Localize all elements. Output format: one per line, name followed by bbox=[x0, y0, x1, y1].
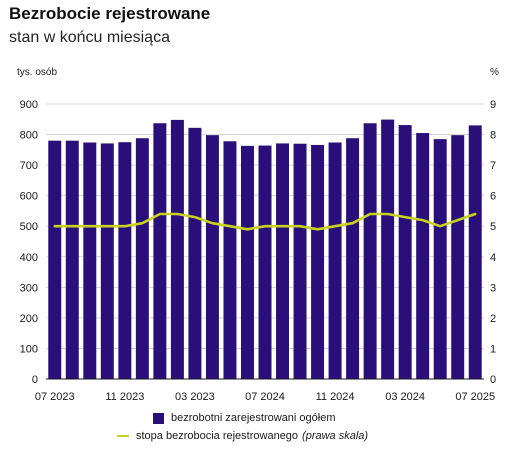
legend-item-line: stopa bezrobocia rejestrowanego (prawa s… bbox=[117, 430, 368, 442]
bar bbox=[223, 141, 237, 379]
y-tick-label-right: 9 bbox=[490, 99, 496, 111]
y-tick-label-left: 500 bbox=[20, 221, 38, 233]
legend-label-line: stopa bezrobocia rejestrowanego bbox=[136, 430, 299, 442]
chart-subtitle: stan w końcu miesiąca bbox=[9, 29, 170, 46]
x-tick-label: 03 2024 bbox=[385, 391, 425, 403]
y-tick-label-right: 5 bbox=[490, 221, 496, 233]
bar bbox=[468, 125, 482, 379]
right-axis-unit: % bbox=[490, 67, 499, 78]
y-tick-label-right: 7 bbox=[490, 160, 496, 172]
y-tick-label-left: 700 bbox=[20, 160, 38, 172]
bar bbox=[346, 138, 360, 379]
bar bbox=[170, 119, 184, 379]
y-tick-label-right: 3 bbox=[490, 282, 496, 294]
bar bbox=[398, 125, 412, 379]
chart-canvas: 0 100 200 300 400 500 600 700 800 900 0 1 2 3 4 5 6 7 8 9 ty… bbox=[17, 67, 499, 403]
x-tick-label: 07 2024 bbox=[245, 391, 285, 403]
y-tick-label-right: 0 bbox=[490, 374, 496, 386]
y-tick-label-right: 8 bbox=[490, 130, 496, 142]
legend-label-bars: bezrobotni zarejestrowani ogółem bbox=[171, 412, 336, 424]
bar bbox=[328, 142, 342, 379]
bar bbox=[118, 142, 132, 379]
y-tick-label-left: 200 bbox=[20, 313, 38, 325]
y-tick-label-left: 300 bbox=[20, 282, 38, 294]
y-tick-label-left: 0 bbox=[32, 374, 38, 386]
left-axis-unit: tys. osób bbox=[17, 67, 57, 78]
bar bbox=[135, 138, 149, 379]
bar bbox=[381, 119, 395, 379]
y-tick-label-left: 100 bbox=[20, 343, 38, 355]
y-tick-label-left: 400 bbox=[20, 252, 38, 264]
x-tick-label: 03 2023 bbox=[175, 391, 215, 403]
bar bbox=[48, 140, 62, 379]
bar bbox=[276, 143, 290, 379]
bar bbox=[240, 145, 254, 379]
bar bbox=[100, 143, 114, 379]
y-tick-label-left: 800 bbox=[20, 130, 38, 142]
bar bbox=[451, 135, 465, 379]
bar bbox=[205, 135, 219, 379]
bar bbox=[188, 127, 202, 379]
bar bbox=[433, 139, 447, 379]
x-tick-label: 07 2023 bbox=[35, 391, 75, 403]
bar bbox=[416, 133, 430, 379]
bar bbox=[293, 143, 307, 379]
y-tick-label-left: 600 bbox=[20, 191, 38, 203]
bar bbox=[83, 142, 97, 379]
y-tick-label-right: 6 bbox=[490, 191, 496, 203]
bar bbox=[258, 145, 272, 379]
bar bbox=[153, 123, 167, 379]
x-tick-label: 07 2025 bbox=[455, 391, 495, 403]
legend-item-bars: bezrobotni zarejestrowani ogółem bbox=[153, 412, 335, 424]
bar bbox=[363, 123, 377, 379]
legend-swatch-line bbox=[117, 435, 129, 437]
x-tick-label: 11 2024 bbox=[316, 391, 355, 403]
y-tick-label-right: 2 bbox=[490, 313, 496, 325]
legend-note-line: (prawa skala) bbox=[302, 430, 369, 442]
legend-swatch-bars bbox=[153, 412, 164, 424]
chart-title: Bezrobocie rejestrowane bbox=[9, 4, 211, 23]
bar bbox=[65, 140, 79, 379]
y-tick-label-left: 900 bbox=[20, 99, 38, 111]
bar bbox=[311, 144, 325, 379]
y-tick-label-right: 1 bbox=[490, 343, 496, 355]
y-tick-label-right: 4 bbox=[490, 252, 496, 264]
x-tick-label: 11 2023 bbox=[105, 391, 144, 403]
rate-line bbox=[53, 212, 477, 231]
